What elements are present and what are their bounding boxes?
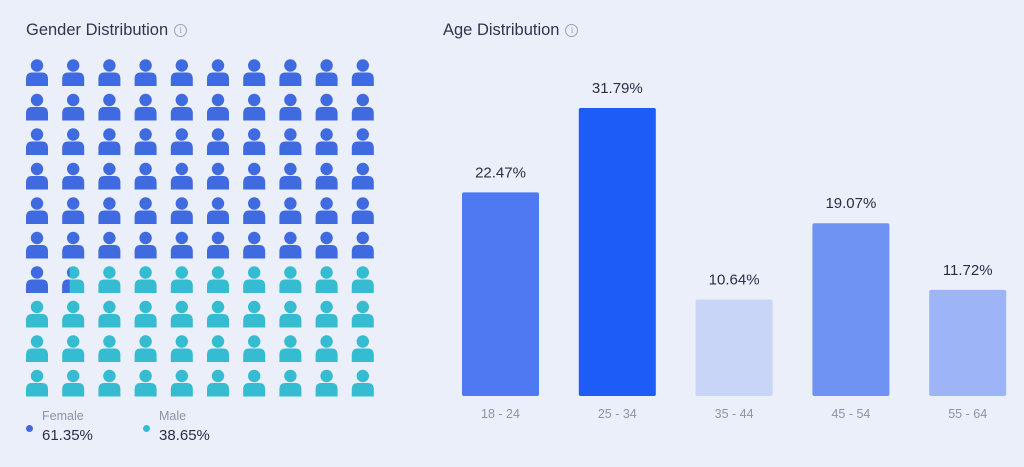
legend-female-dot [26, 425, 33, 432]
legend-male-dot [143, 425, 150, 432]
bar-25-34[interactable] [578, 108, 656, 396]
info-icon[interactable]: i [565, 24, 579, 37]
bar-55-64[interactable] [929, 289, 1007, 396]
age-distribution-title: Age Distribution i [443, 21, 579, 40]
x-tick-label: 45 - 54 [831, 407, 870, 421]
legend-male-value: 38.65% [159, 427, 210, 444]
bar-value-label: 10.64% [709, 272, 760, 289]
legend-female-label: Female [42, 409, 84, 423]
bar-value-label: 11.72% [943, 262, 993, 279]
x-tick-label: 25 - 34 [598, 407, 637, 421]
x-tick-label: 18 - 24 [481, 407, 520, 421]
x-tick-label: 55 - 64 [948, 407, 987, 421]
bar-value-label: 31.79% [592, 80, 643, 97]
legend-female-value: 61.35% [42, 427, 93, 444]
age-title-text: Age Distribution [443, 21, 560, 39]
bar-value-label: 22.47% [475, 164, 526, 181]
info-icon[interactable]: i [174, 24, 188, 37]
x-tick-label: 35 - 44 [715, 407, 754, 421]
bar-18-24[interactable] [462, 192, 539, 396]
gender-distribution-title: Gender Distribution i [26, 21, 188, 40]
gender-title-text: Gender Distribution [26, 21, 169, 39]
bar-35-44[interactable] [695, 299, 773, 396]
bar-value-label: 19.07% [825, 195, 876, 212]
legend-male-label: Male [159, 409, 187, 423]
bar-45-54[interactable] [812, 223, 890, 396]
